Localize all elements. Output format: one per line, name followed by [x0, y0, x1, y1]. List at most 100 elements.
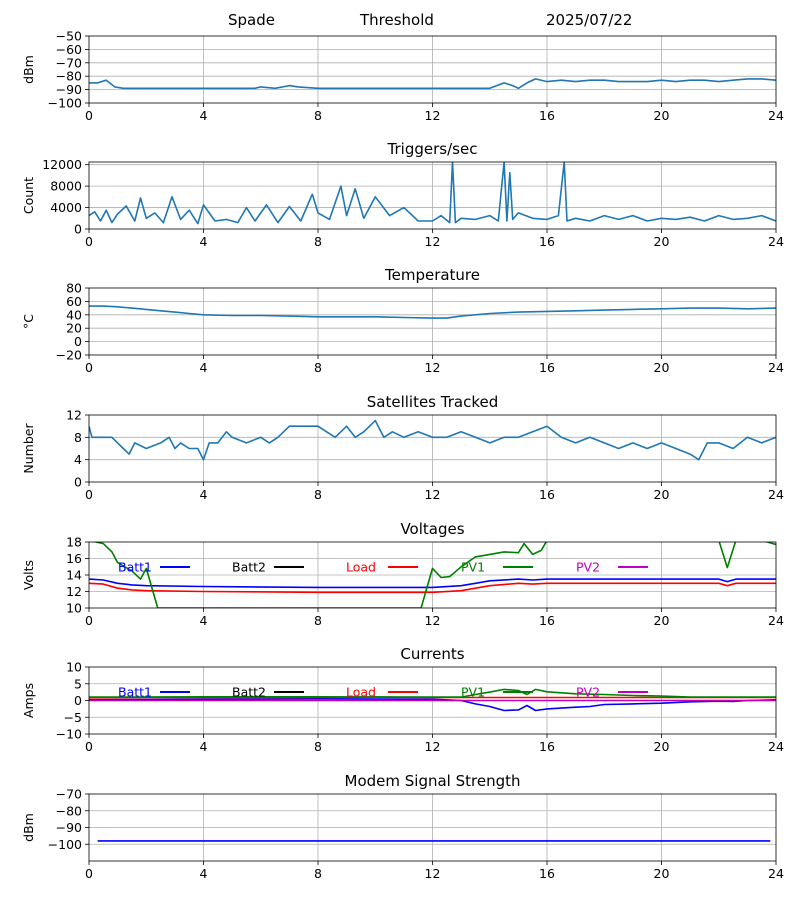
mode-label: Threshold	[360, 11, 434, 29]
y-tick-label: −90	[56, 820, 82, 835]
x-tick-label: 0	[85, 866, 93, 881]
y-tick-label: −50	[56, 29, 82, 44]
triggers-panel: 0 4 8 12 16 20 24 0 4000 8000 12000 Triggers/sec Cou…	[21, 140, 784, 249]
date-label: 2025/07/22	[546, 11, 633, 29]
y-tick-label: 8	[74, 430, 82, 445]
x-tick-label: 16	[539, 234, 555, 249]
legend-label-pv2: PV2	[576, 685, 600, 700]
x-tick-label: 20	[654, 613, 670, 628]
y-tick-label: 0	[74, 222, 82, 237]
x-tick-label: 20	[654, 739, 670, 754]
satellites-panel: 0 4 8 12 16 20 24 0 4 8 12 Satellites Tracked Number	[21, 393, 784, 502]
x-tick-label: 20	[654, 360, 670, 375]
legend-label-batt1: Batt1	[118, 560, 152, 575]
y-tick-label: 0	[74, 693, 82, 708]
y-tick-label: 4000	[50, 200, 82, 215]
voltages-series-group	[89, 542, 776, 608]
currents-line-pv1	[89, 688, 776, 698]
voltages-title: Voltages	[400, 520, 464, 538]
y-tick-label: 4	[74, 452, 82, 467]
x-tick-label: 20	[654, 108, 670, 123]
currents-ylabel: Amps	[21, 683, 36, 718]
legend-label-pv1: PV1	[461, 560, 485, 575]
x-tick-label: 12	[425, 108, 441, 123]
satellites-title: Satellites Tracked	[367, 393, 498, 411]
triggers-line-main	[89, 162, 776, 225]
legend-label-load: Load	[346, 560, 376, 575]
y-tick-label: −90	[56, 82, 82, 97]
x-tick-label: 4	[200, 487, 208, 502]
x-tick-label: 20	[654, 866, 670, 881]
legend-label-batt2: Batt2	[232, 685, 266, 700]
voltages-line-load	[89, 582, 776, 594]
x-tick-label: 16	[539, 108, 555, 123]
x-tick-label: 16	[539, 360, 555, 375]
x-tick-label: 24	[768, 234, 784, 249]
temperature-line-main	[89, 305, 776, 319]
x-tick-label: 4	[200, 360, 208, 375]
voltages-ylabel: Volts	[21, 560, 36, 590]
modem-ylabel: dBm	[21, 813, 36, 842]
modem-title: Modem Signal Strength	[345, 772, 521, 790]
x-tick-label: 12	[425, 234, 441, 249]
legend-label-pv1: PV1	[461, 685, 485, 700]
x-tick-label: 4	[200, 866, 208, 881]
triggers-series-group	[89, 162, 776, 225]
y-tick-label: −60	[56, 42, 82, 57]
header: Spade Threshold 2025/07/22	[0, 0, 800, 36]
x-tick-label: 24	[768, 613, 784, 628]
y-tick-label: −70	[56, 55, 82, 70]
signal-panel: 0 4 8 12 16 20 24 −100−90−80−70−60−50 dBm	[21, 29, 784, 124]
y-tick-label: 5	[74, 676, 82, 691]
x-tick-label: 16	[539, 866, 555, 881]
y-tick-label: −70	[56, 787, 82, 802]
x-tick-label: 0	[85, 108, 93, 123]
currents-title: Currents	[400, 645, 464, 663]
x-tick-label: 4	[200, 234, 208, 249]
x-tick-label: 24	[768, 739, 784, 754]
legend-label-load: Load	[346, 685, 376, 700]
triggers-ylabel: Count	[21, 177, 36, 214]
y-tick-label: 0	[74, 334, 82, 349]
y-tick-label: 10	[66, 660, 82, 675]
temperature-ylabel: °C	[21, 314, 36, 329]
x-tick-label: 16	[539, 739, 555, 754]
x-tick-label: 12	[425, 613, 441, 628]
x-tick-label: 8	[314, 866, 322, 881]
y-tick-label: 12	[66, 408, 82, 423]
x-tick-label: 0	[85, 613, 93, 628]
legend-label-pv2: PV2	[576, 560, 600, 575]
signal-line-main	[89, 78, 776, 90]
y-tick-label: 60	[66, 294, 82, 309]
signal-series-group	[89, 78, 776, 90]
satellites-series-group	[89, 419, 776, 461]
signal-ylabel: dBm	[21, 55, 36, 84]
station-name: Spade	[228, 11, 275, 29]
x-tick-label: 8	[314, 360, 322, 375]
temperature-title: Temperature	[384, 266, 480, 284]
x-tick-label: 24	[768, 866, 784, 881]
y-tick-label: 16	[66, 551, 82, 566]
y-tick-label: −80	[56, 803, 82, 818]
y-tick-label: −10	[56, 727, 82, 742]
x-tick-label: 16	[539, 613, 555, 628]
x-tick-label: 24	[768, 108, 784, 123]
currents-series-group	[89, 688, 776, 712]
x-tick-label: 4	[200, 613, 208, 628]
x-tick-label: 0	[85, 739, 93, 754]
y-tick-label: −80	[56, 69, 82, 84]
x-tick-label: 0	[85, 487, 93, 502]
x-tick-label: 12	[425, 487, 441, 502]
y-tick-label: −100	[48, 837, 82, 852]
y-tick-label: 14	[66, 568, 82, 583]
modem-panel: 0 4 8 12 16 20 24 −100 −90 −80−70 Modem Signal Str…	[21, 772, 784, 881]
x-tick-label: 12	[425, 866, 441, 881]
x-tick-label: 8	[314, 613, 322, 628]
x-tick-label: 12	[425, 739, 441, 754]
y-tick-label: 10	[66, 601, 82, 616]
x-tick-label: 4	[200, 108, 208, 123]
